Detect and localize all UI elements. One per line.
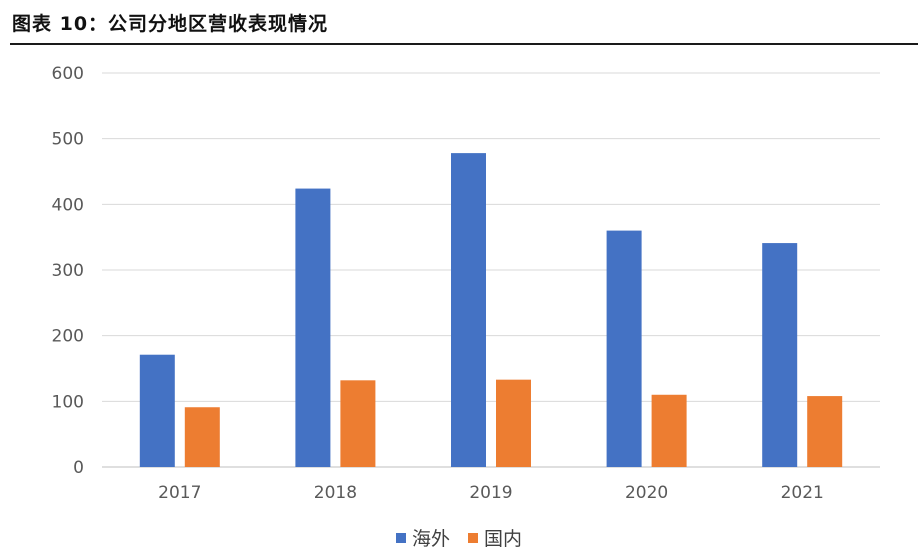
bar-domestic-2020 xyxy=(651,394,687,467)
bar-domestic-2019 xyxy=(496,379,531,467)
y-tick-label: 400 xyxy=(52,195,84,215)
bar-overseas-2019 xyxy=(451,153,486,467)
legend-swatch-domestic xyxy=(468,532,479,543)
x-tick-label: 2017 xyxy=(158,483,201,503)
y-tick-label: 500 xyxy=(52,130,84,150)
bar-overseas-2018 xyxy=(295,188,331,467)
bar-domestic-2018 xyxy=(340,380,376,467)
y-tick-label: 0 xyxy=(73,458,84,478)
title-underline xyxy=(10,43,918,45)
bar-overseas-2021 xyxy=(762,243,798,467)
bar-domestic-2017 xyxy=(184,407,220,467)
x-tick-label: 2018 xyxy=(314,483,357,503)
y-axis-ticks: 0 100 200 300 400 500 600 xyxy=(52,64,84,478)
legend-label-overseas: 海外 xyxy=(411,528,450,550)
legend-item-domestic: 国内 xyxy=(468,524,522,551)
legend-swatch-overseas xyxy=(395,532,406,543)
bars xyxy=(139,153,843,467)
bar-chart: 0 100 200 300 400 500 600 2017 2018 2019 2020 2021 xyxy=(52,64,880,503)
bar-domestic-2021 xyxy=(807,396,843,467)
x-tick-label: 2020 xyxy=(625,483,668,503)
y-tick-label: 300 xyxy=(52,261,84,281)
x-axis-ticks: 2017 2018 2019 2020 2021 xyxy=(158,483,824,503)
bar-overseas-2020 xyxy=(606,230,642,467)
legend-item-overseas: 海外 xyxy=(395,524,450,551)
x-tick-label: 2019 xyxy=(469,483,512,503)
legend: 海外 国内 xyxy=(0,524,918,551)
gridlines xyxy=(102,72,880,468)
legend-label-domestic: 国内 xyxy=(484,528,523,550)
y-tick-label: 100 xyxy=(52,392,84,412)
y-tick-label: 200 xyxy=(52,327,84,347)
y-tick-label: 600 xyxy=(52,64,84,84)
bar-overseas-2017 xyxy=(139,354,175,467)
chart-title: 图表 10：公司分地区营收表现情况 xyxy=(12,13,329,35)
x-tick-label: 2021 xyxy=(781,483,824,503)
